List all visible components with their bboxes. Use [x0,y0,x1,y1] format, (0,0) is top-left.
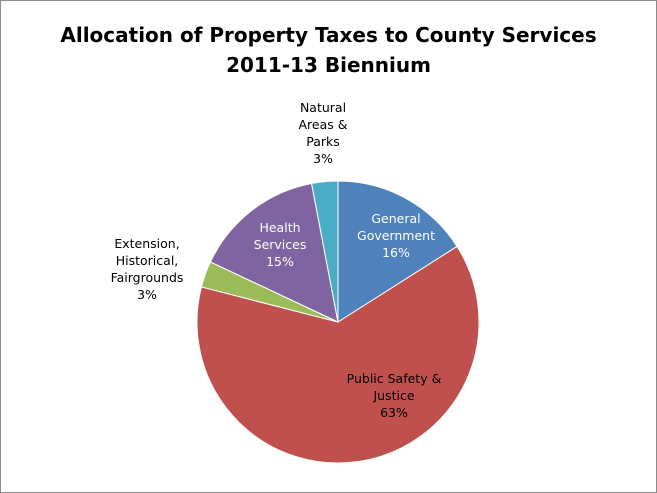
slice-name-line: Parks [306,134,340,149]
slice-name-line: Extension, [114,236,179,251]
slice-label-3: Extension, Historical, Fairgrounds 3% [111,236,184,302]
slice-percent-label: 3% [137,287,157,302]
slice-name-line: General [371,211,420,226]
slice-name-line: Health [259,220,300,235]
slice-name-line: Justice [372,388,414,403]
slice-label-2: Public Safety & Justice 63% [347,371,442,420]
slice-name-line: Areas & [299,117,348,132]
slice-name-line: Public Safety & [347,371,442,386]
chart-title-block: Allocation of Property Taxes to County S… [0,20,657,80]
slice-label-4: Health Services 15% [254,220,307,269]
slice-name-line: Services [254,237,307,252]
pie-slice-4 [209,182,339,323]
slice-percent-label: 63% [380,405,408,420]
pie-slice-1 [337,180,458,323]
slice-label-5: Natural Areas & Parks 3% [299,100,348,166]
slice-label-1: General Government 16% [357,211,435,260]
slice-percent-label: 15% [266,254,294,269]
slice-name-line: Government [357,228,435,243]
slice-name-line: Natural [300,100,346,115]
slice-percent-label: 16% [382,245,410,260]
chart-subtitle: 2011-13 Biennium [226,53,431,77]
chart-title: Allocation of Property Taxes to County S… [60,23,597,47]
slice-percent-label: 3% [313,151,333,166]
slice-name-line: Fairgrounds [111,270,184,285]
slice-name-line: Historical, [116,253,179,268]
pie-slice-2 [196,245,480,464]
pie-slice-5 [310,180,339,323]
